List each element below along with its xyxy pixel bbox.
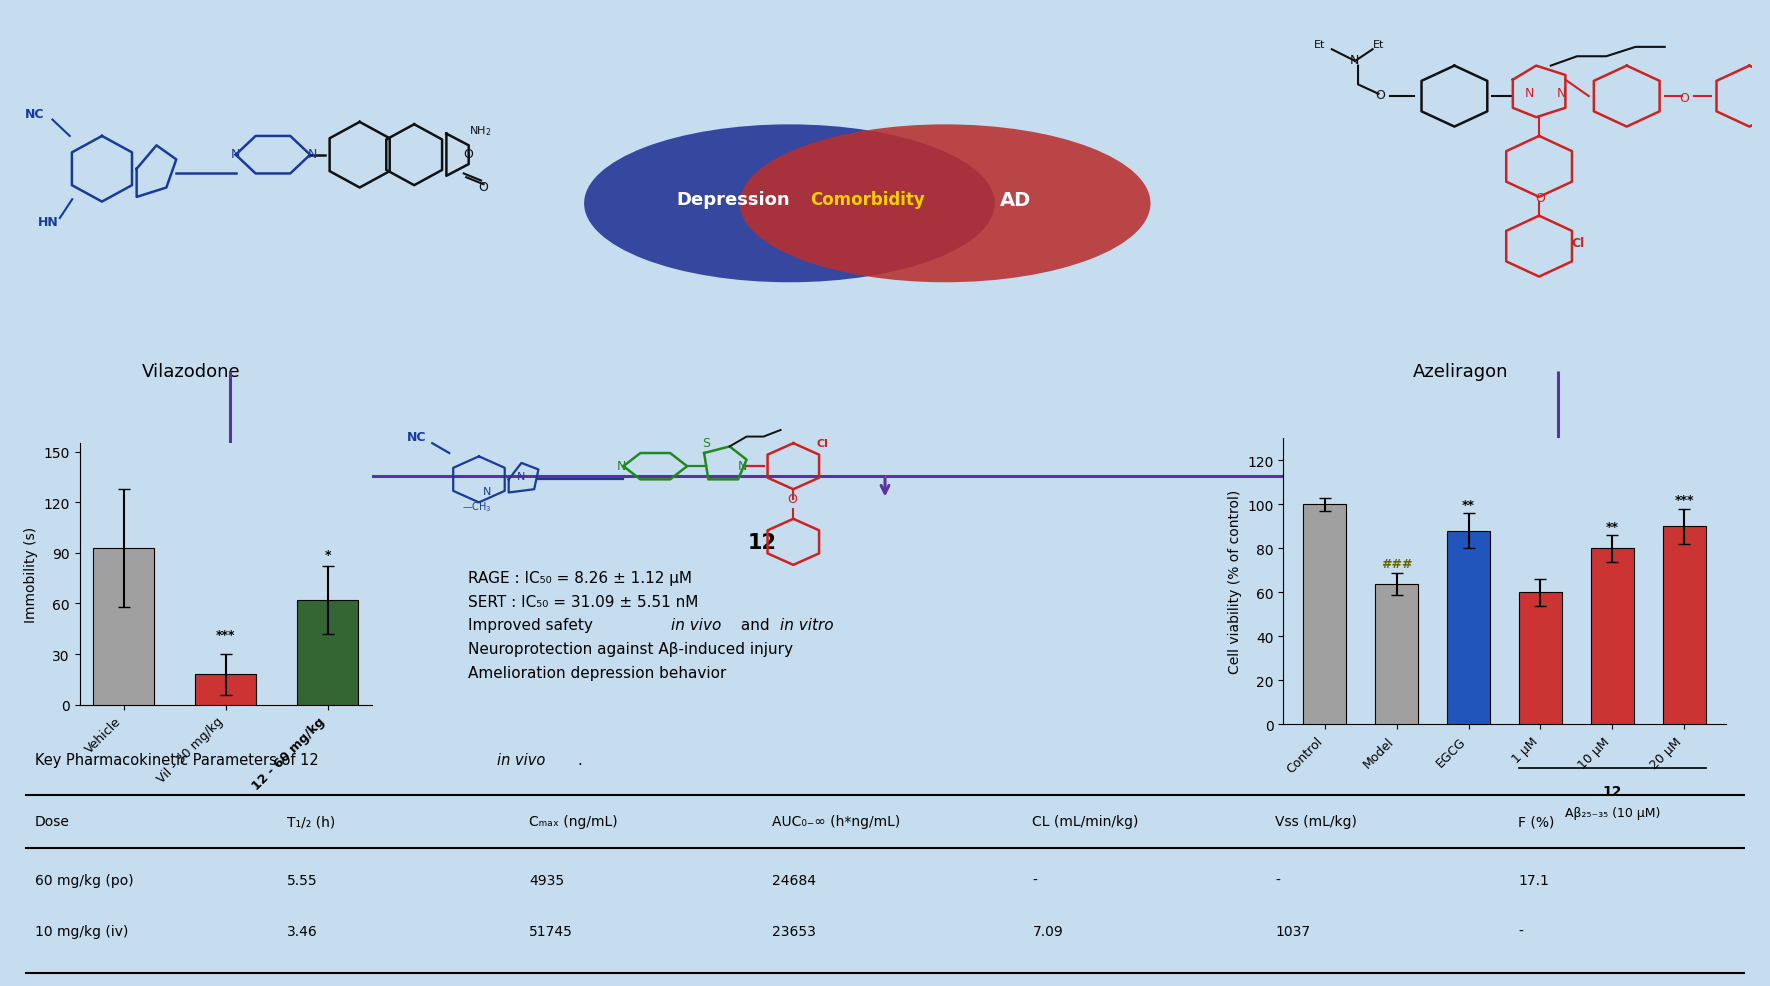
Text: RAGE : IC₅₀ = 8.26 ± 1.12 μM: RAGE : IC₅₀ = 8.26 ± 1.12 μM xyxy=(467,570,692,586)
Text: ***: *** xyxy=(1674,494,1694,507)
Text: O: O xyxy=(1680,92,1689,105)
Text: 51745: 51745 xyxy=(529,924,573,938)
Text: AUC₀₋∞ (h*ng/mL): AUC₀₋∞ (h*ng/mL) xyxy=(772,814,901,828)
Text: NH$_2$: NH$_2$ xyxy=(469,124,492,138)
Text: 60 mg/kg (po): 60 mg/kg (po) xyxy=(35,874,135,887)
Text: Aβ₂₅₋₃₅ (10 μM): Aβ₂₅₋₃₅ (10 μM) xyxy=(1565,807,1660,819)
Text: **: ** xyxy=(1605,521,1620,533)
Text: N: N xyxy=(517,472,526,482)
Text: and: and xyxy=(736,617,775,633)
Text: N: N xyxy=(618,460,627,473)
Text: -: - xyxy=(1032,874,1037,887)
Text: SERT : IC₅₀ = 31.09 ± 5.51 nM: SERT : IC₅₀ = 31.09 ± 5.51 nM xyxy=(467,594,697,609)
Text: F (%): F (%) xyxy=(1519,814,1554,828)
Text: Et: Et xyxy=(1374,39,1384,50)
Text: **: ** xyxy=(1462,498,1474,512)
Text: Cl: Cl xyxy=(1572,237,1584,249)
Text: N: N xyxy=(483,487,492,497)
Text: 10 mg/kg (iv): 10 mg/kg (iv) xyxy=(35,924,129,938)
Text: 1037: 1037 xyxy=(1274,924,1310,938)
Bar xyxy=(1303,505,1347,725)
Text: Amelioration depression behavior: Amelioration depression behavior xyxy=(467,665,726,680)
Text: HN: HN xyxy=(37,216,58,229)
Text: Vss (mL/kg): Vss (mL/kg) xyxy=(1274,814,1358,828)
Bar xyxy=(1448,531,1490,725)
Bar xyxy=(1662,527,1706,725)
Text: N: N xyxy=(1349,54,1359,67)
Text: 4935: 4935 xyxy=(529,874,565,887)
Text: in vitro: in vitro xyxy=(781,617,834,633)
Bar xyxy=(92,548,154,705)
Text: -: - xyxy=(1519,924,1522,938)
Text: N: N xyxy=(308,148,317,161)
Text: O: O xyxy=(788,493,796,506)
Text: NC: NC xyxy=(407,431,427,444)
Bar xyxy=(195,674,257,705)
Text: AD: AD xyxy=(1000,190,1032,210)
Text: 12: 12 xyxy=(1602,784,1621,798)
Text: N: N xyxy=(1556,87,1566,100)
Text: S: S xyxy=(703,437,710,450)
Text: ###: ### xyxy=(1381,558,1412,571)
Text: Et: Et xyxy=(1313,39,1326,50)
Text: T₁/₂ (h): T₁/₂ (h) xyxy=(287,814,335,828)
Text: O: O xyxy=(1535,191,1545,204)
Text: 5.55: 5.55 xyxy=(287,874,317,887)
Text: 24684: 24684 xyxy=(772,874,816,887)
Ellipse shape xyxy=(584,125,995,283)
Text: CL (mL/min/kg): CL (mL/min/kg) xyxy=(1032,814,1138,828)
Bar xyxy=(1519,593,1561,725)
Text: Dose: Dose xyxy=(35,814,71,828)
Text: —CH$_3$: —CH$_3$ xyxy=(462,500,492,514)
Y-axis label: Immobility (s): Immobility (s) xyxy=(25,527,37,622)
Text: O: O xyxy=(1375,90,1386,103)
Text: O: O xyxy=(464,148,474,161)
Text: *: * xyxy=(324,549,331,562)
Text: 17.1: 17.1 xyxy=(1519,874,1549,887)
Text: Cl: Cl xyxy=(816,439,828,449)
Text: in vivo: in vivo xyxy=(497,752,545,767)
Text: Neuroprotection against Aβ-induced injury: Neuroprotection against Aβ-induced injur… xyxy=(467,641,793,657)
Text: Depression: Depression xyxy=(676,191,789,209)
Text: NC: NC xyxy=(25,108,44,121)
Y-axis label: Cell viability (% of control): Cell viability (% of control) xyxy=(1228,490,1241,673)
Text: N: N xyxy=(1524,87,1535,100)
Text: Comorbidity: Comorbidity xyxy=(811,191,924,209)
Text: in vivo: in vivo xyxy=(671,617,722,633)
Text: N: N xyxy=(230,148,241,161)
Ellipse shape xyxy=(740,125,1150,283)
Text: .: . xyxy=(577,752,582,767)
Bar xyxy=(1591,549,1634,725)
Text: 23653: 23653 xyxy=(772,924,816,938)
Text: 7.09: 7.09 xyxy=(1032,924,1064,938)
Text: Vilazodone: Vilazodone xyxy=(142,363,241,381)
Text: Improved safety: Improved safety xyxy=(467,617,598,633)
Bar xyxy=(297,600,359,705)
Bar xyxy=(1375,584,1418,725)
Text: -: - xyxy=(1274,874,1280,887)
Text: N: N xyxy=(738,460,747,473)
Text: Azeliragon: Azeliragon xyxy=(1412,363,1508,381)
Text: 3.46: 3.46 xyxy=(287,924,317,938)
Text: Cₘₐₓ (ng/mL): Cₘₐₓ (ng/mL) xyxy=(529,814,618,828)
Text: ***: *** xyxy=(216,628,235,641)
Text: 12: 12 xyxy=(749,532,777,552)
Text: Key Pharmacokinetic Parameters of 12: Key Pharmacokinetic Parameters of 12 xyxy=(35,752,324,767)
Text: O: O xyxy=(478,180,489,193)
